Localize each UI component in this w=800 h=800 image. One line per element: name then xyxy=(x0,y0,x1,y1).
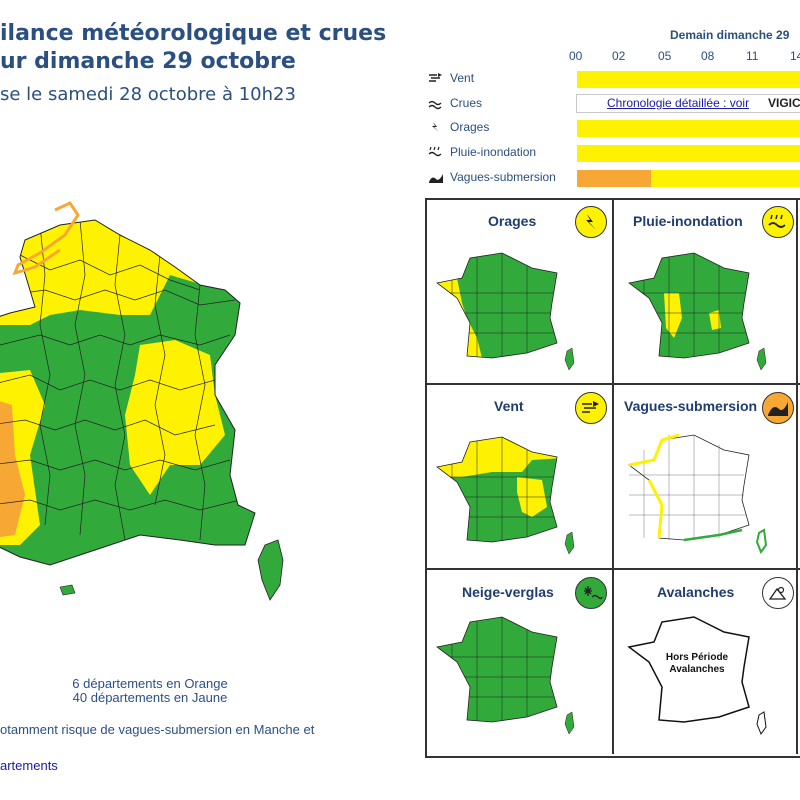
vigicrues-brand: VIGICR xyxy=(768,96,800,110)
timeline-label-crues: Crues xyxy=(450,96,483,110)
departments-link[interactable]: artements xyxy=(0,758,58,773)
orange-count: 6 départements en Orange xyxy=(72,676,228,691)
panel-title-avalanches: Avalanches xyxy=(657,584,735,600)
map-neige-verglas[interactable] xyxy=(432,612,577,737)
timeline-label-pluie: Pluie-inondation xyxy=(450,145,537,159)
summary-note: otamment risque de vagues-submersion en … xyxy=(0,722,315,737)
panel-title-vagues: Vagues-submersion xyxy=(624,398,758,414)
grid-divider xyxy=(796,198,798,754)
issued-date: se le samedi 28 octobre à 10h23 xyxy=(0,84,296,105)
wind-icon xyxy=(575,392,607,424)
lightning-icon xyxy=(575,206,607,238)
timeline-label-vagues: Vagues-submersion xyxy=(450,170,556,184)
timeline-bar-orages[interactable] xyxy=(577,120,800,137)
panel-title-orages: Orages xyxy=(488,213,537,229)
title-line-2: ur dimanche 29 octobre xyxy=(0,49,296,74)
flood-icon xyxy=(428,100,442,110)
grid-divider xyxy=(612,198,614,754)
timeline-label-orages: Orages xyxy=(450,120,490,134)
waves-icon xyxy=(762,392,794,424)
map-avalanches[interactable] xyxy=(624,612,769,737)
timeline-heading: Demain dimanche 29 xyxy=(670,28,790,42)
hour-label: 00 xyxy=(569,49,583,63)
panel-title-pluie: Pluie-inondation xyxy=(633,213,743,229)
orange-segment xyxy=(577,170,651,187)
yellow-count: 40 départements en Jaune xyxy=(72,690,228,705)
timeline-label-vent: Vent xyxy=(450,71,475,85)
rain-flood-icon xyxy=(428,146,442,157)
hour-label: 11 xyxy=(746,49,759,63)
hour-label: 14 xyxy=(790,49,800,63)
grid-divider xyxy=(425,568,800,570)
avalanche-note-line-1: Hors Période xyxy=(665,652,729,663)
snow-icon xyxy=(575,577,607,609)
map-vagues-submersion[interactable] xyxy=(624,420,769,560)
panel-title-vent: Vent xyxy=(494,398,524,414)
avalanche-note-line-2: Avalanches xyxy=(669,664,725,675)
grid-divider xyxy=(425,383,800,385)
timeline-bar-vent[interactable] xyxy=(577,71,800,88)
avalanche-icon xyxy=(762,577,794,609)
map-pluie-inondation[interactable] xyxy=(624,248,769,373)
wind-icon xyxy=(429,73,442,82)
map-vent[interactable] xyxy=(432,432,577,557)
lightning-icon xyxy=(432,122,439,132)
timeline-bar-pluie[interactable] xyxy=(577,145,800,162)
title-line-1: ilance météorologique et crues xyxy=(0,21,387,46)
map-orages[interactable] xyxy=(432,248,577,373)
main-vigilance-map[interactable] xyxy=(0,195,300,605)
hour-label: 02 xyxy=(612,49,626,63)
timeline-bar-vagues[interactable] xyxy=(577,170,800,187)
rain-flood-icon xyxy=(762,206,794,238)
page-title: ilance météorologique et crues ur dimanc… xyxy=(0,20,386,76)
waves-icon xyxy=(429,174,443,183)
chronology-link[interactable]: Chronologie détaillée : voir xyxy=(607,96,750,110)
panel-title-neige: Neige-verglas xyxy=(462,584,554,600)
hour-label: 08 xyxy=(701,49,715,63)
crues-chronology[interactable]: Chronologie détaillée : voir VIGICR xyxy=(576,94,800,113)
avalanche-note: Hors Période Avalanches xyxy=(652,652,742,676)
hour-label: 05 xyxy=(658,49,672,63)
